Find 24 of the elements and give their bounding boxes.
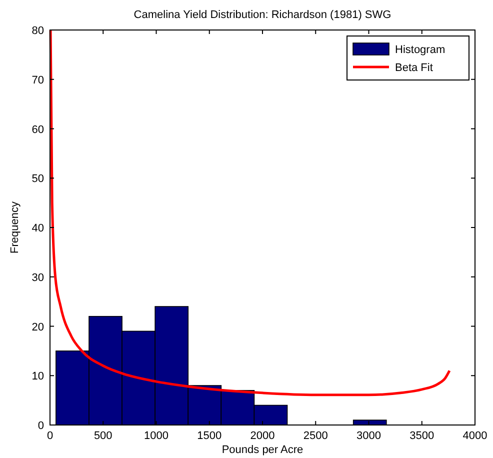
- x-tick-label: 3000: [356, 430, 381, 442]
- x-tick-label: 1000: [144, 430, 168, 442]
- legend-label: Histogram: [395, 44, 446, 56]
- y-tick-label: 60: [32, 124, 44, 136]
- x-tick-label: 4000: [462, 430, 488, 442]
- y-axis-title: Frequency: [9, 201, 21, 254]
- y-tick-label: 40: [32, 222, 44, 234]
- y-tick-label: 10: [32, 370, 44, 383]
- y-tick-label: 0: [38, 420, 44, 432]
- x-tick-label: 1500: [197, 430, 222, 442]
- line-series: [49, 28, 451, 396]
- y-tick-label: 30: [32, 272, 44, 284]
- x-tick-label: 3500: [410, 430, 434, 442]
- y-tick-label: 20: [32, 321, 44, 334]
- legend-label: Beta Fit: [395, 62, 433, 74]
- x-tick-label: 2000: [250, 430, 275, 442]
- y-tick-label: 70: [32, 74, 44, 86]
- y-tick-label: 80: [32, 25, 44, 37]
- x-tick-label: 500: [94, 430, 112, 442]
- x-tick-label: 2500: [303, 430, 328, 442]
- y-tick-label: 50: [32, 173, 44, 186]
- x-tick-label: 0: [46, 430, 54, 442]
- x-axis-title: Pounds per Acre: [222, 444, 304, 456]
- chart-title: Camelina Yield Distribution: Richardson (1981) SWG: [134, 9, 392, 21]
